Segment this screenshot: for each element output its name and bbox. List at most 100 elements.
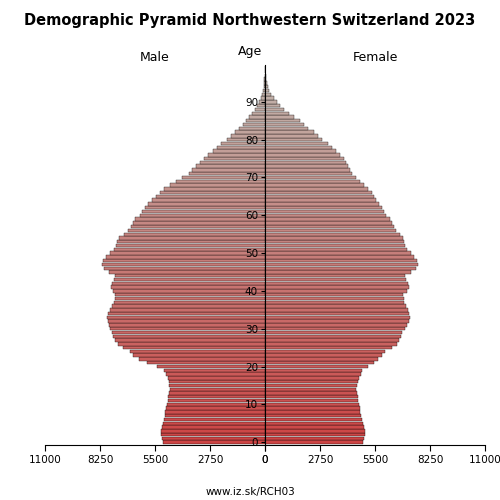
Bar [265, 338, 399, 342]
Bar [265, 134, 318, 138]
Bar [246, 119, 265, 122]
Bar [265, 361, 374, 364]
Bar [265, 331, 402, 334]
Bar [104, 266, 265, 270]
Bar [265, 392, 357, 394]
Bar [220, 142, 265, 145]
Bar [265, 342, 396, 345]
Bar [168, 399, 265, 402]
Bar [114, 278, 265, 281]
Bar [265, 160, 345, 164]
Bar [167, 402, 265, 406]
Bar [265, 130, 314, 134]
Bar [265, 282, 408, 285]
Bar [265, 358, 378, 360]
Bar [265, 96, 274, 100]
Bar [110, 327, 265, 330]
Bar [265, 440, 363, 444]
Bar [265, 274, 405, 278]
Bar [265, 150, 336, 152]
Bar [176, 180, 265, 183]
Bar [265, 236, 404, 240]
Bar [112, 304, 265, 308]
Bar [265, 316, 410, 319]
Bar [265, 350, 384, 353]
Bar [265, 346, 392, 350]
Bar [265, 112, 288, 115]
Bar [265, 210, 384, 213]
Bar [164, 418, 265, 421]
Bar [265, 191, 372, 194]
Bar [111, 286, 265, 289]
Bar [164, 368, 265, 372]
Bar [114, 297, 265, 300]
Bar [133, 354, 265, 357]
Bar [265, 100, 277, 103]
Bar [108, 312, 265, 316]
Bar [265, 270, 412, 274]
Bar [265, 380, 358, 384]
Bar [252, 112, 265, 115]
Bar [113, 289, 265, 292]
Bar [265, 157, 344, 160]
Bar [134, 218, 265, 221]
Bar [265, 85, 268, 88]
Bar [265, 74, 266, 77]
Bar [112, 282, 265, 285]
Bar [265, 422, 363, 425]
Bar [110, 252, 265, 255]
Bar [166, 372, 265, 376]
Bar [265, 225, 394, 228]
Bar [265, 365, 368, 368]
Bar [265, 255, 414, 258]
Bar [265, 433, 365, 436]
Bar [264, 78, 265, 81]
Bar [265, 240, 404, 244]
Bar [263, 89, 265, 92]
Bar [230, 134, 265, 138]
Text: Demographic Pyramid Northwestern Switzerland 2023: Demographic Pyramid Northwestern Switzer… [24, 12, 475, 28]
Bar [265, 289, 407, 292]
Bar [265, 372, 360, 376]
Bar [162, 436, 265, 440]
Bar [234, 130, 265, 134]
Bar [115, 338, 265, 342]
Bar [102, 263, 265, 266]
Bar [108, 270, 265, 274]
Bar [265, 214, 386, 217]
Bar [265, 138, 322, 141]
Bar [157, 365, 265, 368]
Title: Male: Male [140, 51, 170, 64]
Bar [142, 210, 265, 213]
Bar [265, 278, 406, 281]
Bar [265, 323, 407, 326]
Bar [265, 327, 405, 330]
Bar [103, 259, 265, 262]
Bar [124, 232, 265, 236]
Bar [265, 320, 409, 323]
Bar [166, 410, 265, 414]
Bar [116, 244, 265, 247]
Bar [265, 119, 300, 122]
Bar [110, 308, 265, 312]
Bar [242, 123, 265, 126]
Bar [265, 164, 347, 168]
Bar [265, 244, 406, 247]
Bar [265, 180, 360, 183]
Bar [265, 402, 359, 406]
Bar [265, 153, 340, 156]
Bar [204, 157, 265, 160]
Bar [265, 89, 270, 92]
Bar [112, 331, 265, 334]
Bar [265, 399, 358, 402]
Bar [265, 293, 404, 296]
Bar [208, 153, 265, 156]
Bar [114, 248, 265, 251]
Bar [170, 384, 265, 387]
Bar [265, 116, 294, 118]
Bar [265, 126, 308, 130]
Bar [265, 395, 358, 398]
Bar [265, 252, 412, 255]
Bar [265, 92, 272, 96]
Bar [261, 96, 265, 100]
